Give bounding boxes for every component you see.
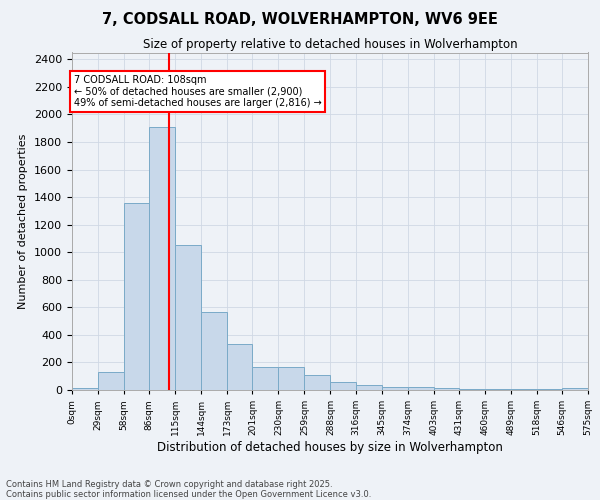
Text: 7 CODSALL ROAD: 108sqm
← 50% of detached houses are smaller (2,900)
49% of semi-: 7 CODSALL ROAD: 108sqm ← 50% of detached… — [74, 74, 322, 108]
Bar — [149, 127, 175, 390]
Bar — [356, 385, 382, 390]
Bar — [382, 386, 407, 390]
Bar — [175, 244, 201, 390]
Bar — [98, 372, 124, 390]
Bar — [459, 388, 485, 390]
Bar — [124, 202, 149, 390]
Bar — [407, 386, 434, 390]
Text: 7, CODSALL ROAD, WOLVERHAMPTON, WV6 9EE: 7, CODSALL ROAD, WOLVERHAMPTON, WV6 9EE — [102, 12, 498, 28]
X-axis label: Distribution of detached houses by size in Wolverhampton: Distribution of detached houses by size … — [157, 441, 503, 454]
Bar — [201, 312, 227, 390]
Bar — [227, 344, 253, 390]
Bar — [72, 388, 98, 390]
Bar — [562, 388, 588, 390]
Text: Contains HM Land Registry data © Crown copyright and database right 2025.
Contai: Contains HM Land Registry data © Crown c… — [6, 480, 371, 499]
Bar — [278, 368, 304, 390]
Bar — [434, 388, 459, 390]
Bar — [304, 375, 331, 390]
Y-axis label: Number of detached properties: Number of detached properties — [19, 134, 28, 309]
Bar — [331, 382, 356, 390]
Bar — [253, 366, 278, 390]
Title: Size of property relative to detached houses in Wolverhampton: Size of property relative to detached ho… — [143, 38, 517, 52]
